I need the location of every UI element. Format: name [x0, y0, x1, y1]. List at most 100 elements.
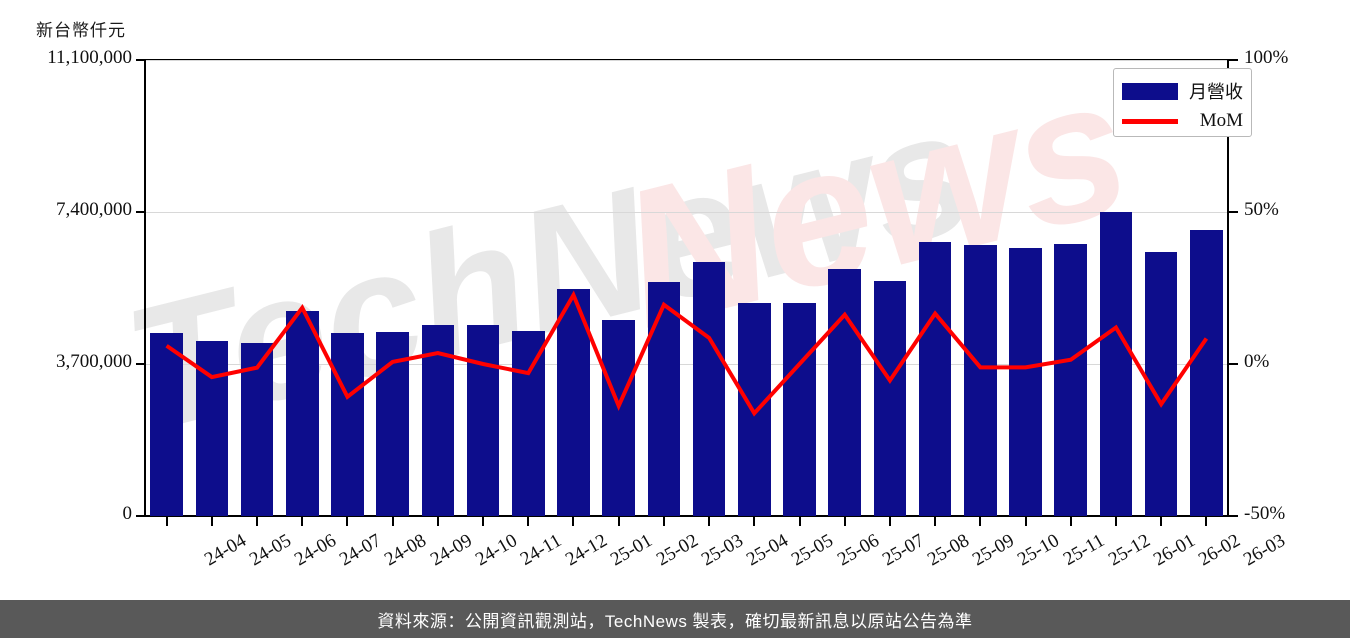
y-axis-right-tick-mark: [1228, 59, 1238, 61]
bar-26-01[interactable]: [1099, 212, 1133, 516]
y-axis-left-tick-label: 3,700,000: [56, 351, 132, 372]
x-axis-tick-mark: [979, 517, 982, 526]
bar-24-12[interactable]: [511, 331, 545, 516]
axis-top: [144, 59, 1229, 60]
x-axis-label-25-04: 25-04: [743, 530, 792, 571]
bar-25-03[interactable]: [647, 282, 681, 516]
x-axis-tick-mark: [753, 517, 756, 526]
x-axis-label-24-08: 24-08: [381, 530, 431, 571]
x-axis-label-26-01: 26-01: [1149, 530, 1199, 571]
x-axis-tick-mark: [1024, 517, 1027, 526]
x-axis-label-24-12: 24-12: [562, 530, 612, 571]
footer-bar: 資料來源：公開資訊觀測站，TechNews 製表，確切最新訊息以原站公告為準: [0, 600, 1350, 638]
y-axis-right-tick-mark: [1228, 363, 1238, 365]
x-axis-tick-mark: [617, 517, 620, 526]
x-axis-label-25-09: 25-09: [969, 530, 1018, 571]
x-axis-tick-mark: [708, 517, 711, 526]
gridline: [146, 60, 1227, 61]
axis-bottom: [144, 515, 1229, 517]
bar-25-09[interactable]: [918, 242, 952, 516]
x-axis-tick-mark: [572, 517, 575, 526]
y-axis-right-tick-mark: [1228, 515, 1238, 517]
y-axis-left-tick-mark: [136, 59, 145, 61]
gridline: [146, 212, 1227, 213]
x-axis-tick-mark: [391, 517, 394, 526]
bar-25-07[interactable]: [828, 268, 861, 516]
x-axis-tick-mark: [165, 517, 168, 526]
bar-25-10[interactable]: [964, 245, 997, 516]
x-axis-label-25-05: 25-05: [788, 530, 838, 571]
x-axis-label-24-10: 24-10: [471, 530, 521, 571]
bar-25-08[interactable]: [873, 281, 907, 516]
bar-25-01[interactable]: [557, 289, 590, 516]
bar-25-02[interactable]: [602, 320, 635, 516]
x-axis-tick-mark: [256, 517, 259, 526]
y-axis-unit-label: 新台幣仟元: [36, 21, 126, 40]
x-axis-tick-mark: [888, 517, 891, 526]
legend-label-mom: MoM: [1199, 110, 1243, 131]
x-axis-label-24-09: 24-09: [426, 530, 476, 571]
x-axis-label-25-10: 25-10: [1014, 530, 1064, 571]
x-axis-tick-mark: [210, 517, 213, 526]
x-axis-label-26-02: 26-02: [1195, 530, 1245, 571]
mom-line-series: [144, 60, 1229, 516]
x-axis-label-24-11: 24-11: [516, 530, 566, 570]
x-axis-label-24-07: 24-07: [336, 530, 386, 571]
y-axis-left-tick-mark: [136, 211, 145, 213]
y-axis-right-tick-label: 50%: [1244, 199, 1279, 220]
x-axis-tick-mark: [527, 517, 530, 526]
bar-24-11[interactable]: [466, 325, 500, 516]
x-axis-tick-mark: [346, 517, 349, 526]
x-axis-label-24-04: 24-04: [200, 530, 250, 571]
y-axis-left-tick-mark: [136, 363, 145, 365]
x-axis-label-25-12: 25-12: [1104, 530, 1154, 571]
x-axis-tick-mark: [1114, 517, 1117, 526]
bar-25-04[interactable]: [692, 262, 726, 516]
y-axis-left-tick-mark: [136, 515, 145, 517]
x-axis-label-25-03: 25-03: [697, 530, 747, 571]
legend-swatch-bar-icon: [1122, 82, 1178, 100]
gridline: [146, 364, 1227, 365]
legend[interactable]: 月營收 MoM: [1113, 68, 1252, 137]
x-axis-tick-mark: [1069, 517, 1072, 526]
y-axis-right-tick-label: -50%: [1244, 503, 1286, 524]
x-axis-label-25-08: 25-08: [923, 530, 973, 571]
legend-swatch-line-icon: [1122, 118, 1178, 124]
x-axis-tick-mark: [934, 517, 937, 526]
x-axis-label-25-02: 25-02: [652, 530, 702, 571]
bar-26-03[interactable]: [1190, 230, 1223, 516]
y-axis-right-tick-mark: [1228, 211, 1238, 213]
x-axis-tick-mark: [482, 517, 485, 526]
mom-polyline: [167, 295, 1207, 413]
bar-25-11[interactable]: [1009, 248, 1042, 516]
y-axis-left-tick-label: 0: [122, 503, 133, 524]
x-axis-label-24-06: 24-06: [290, 530, 340, 571]
y-axis-right-tick-label: 100%: [1244, 47, 1289, 68]
y-axis-left-tick-label: 7,400,000: [56, 199, 132, 220]
x-axis-label-24-05: 24-05: [245, 530, 295, 571]
x-axis-tick-mark: [798, 517, 801, 526]
x-axis-label-25-06: 25-06: [833, 530, 883, 571]
x-axis-tick-mark: [843, 517, 846, 526]
bar-25-06[interactable]: [783, 303, 816, 516]
x-axis-tick-mark: [1160, 517, 1163, 526]
y-axis-left-tick-label: 11,100,000: [47, 47, 132, 68]
x-axis-label-25-01: 25-01: [607, 530, 657, 571]
bar-25-12[interactable]: [1054, 244, 1088, 516]
x-axis-tick-mark: [436, 517, 439, 526]
legend-item-revenue[interactable]: 月營收: [1122, 76, 1243, 106]
x-axis-tick-mark: [662, 517, 665, 526]
x-axis-label-25-11: 25-11: [1059, 530, 1108, 570]
legend-label-revenue: 月營收: [1189, 82, 1243, 102]
x-axis-tick-mark: [301, 517, 304, 526]
bar-24-04[interactable]: [150, 333, 183, 516]
x-axis-label-25-07: 25-07: [878, 530, 928, 571]
footer-source-text: 資料來源：公開資訊觀測站，TechNews 製表，確切最新訊息以原站公告為準: [377, 611, 973, 631]
plot-area: [144, 60, 1229, 516]
bar-24-07[interactable]: [285, 311, 319, 516]
y-axis-right-tick-label: 0%: [1244, 351, 1270, 372]
x-axis-tick-mark: [1205, 517, 1208, 526]
bar-24-08[interactable]: [331, 333, 364, 516]
legend-item-mom[interactable]: MoM: [1122, 106, 1243, 136]
